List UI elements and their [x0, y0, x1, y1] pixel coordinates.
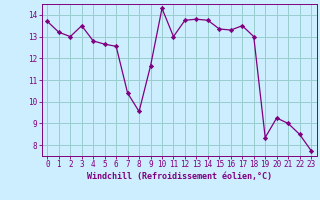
X-axis label: Windchill (Refroidissement éolien,°C): Windchill (Refroidissement éolien,°C): [87, 172, 272, 181]
